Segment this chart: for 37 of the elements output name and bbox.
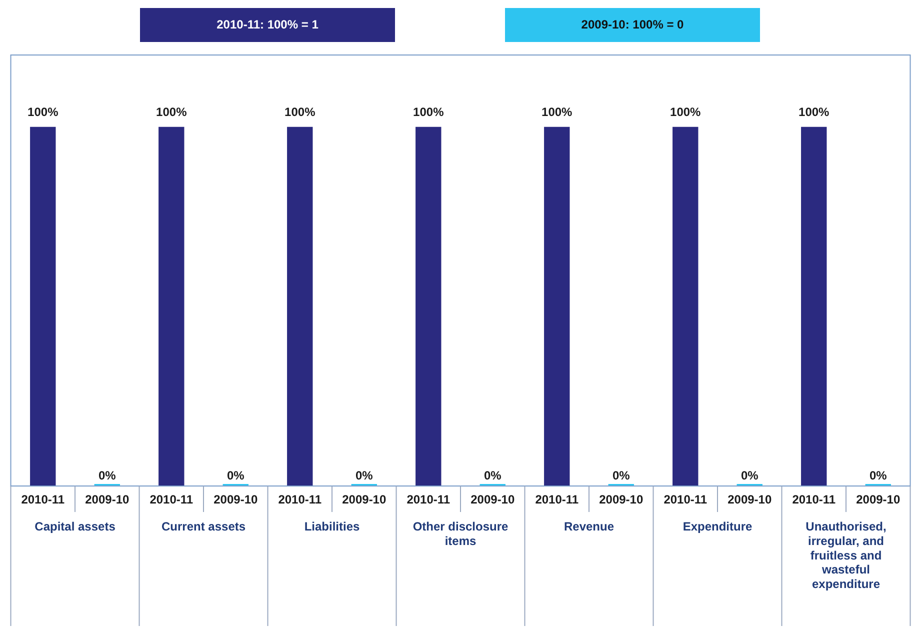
data-label: 0% (355, 468, 374, 482)
data-label: 100% (156, 105, 188, 120)
text: 2010-11 (278, 492, 322, 506)
data-label: 0% (484, 468, 502, 482)
data-label: 100% (413, 105, 444, 120)
text: 2009-10 (728, 492, 772, 506)
text: 2010-11 (664, 492, 708, 506)
data-label: 100% (798, 105, 830, 120)
x-tick-label: Unauthorised, irregular, and fruitless and wasteful expenditure (806, 520, 886, 592)
data-label: 0% (740, 468, 759, 482)
data-label: 100% (542, 105, 573, 120)
x-tick-label: Liabilities (304, 520, 360, 534)
data-label: 100% (670, 105, 702, 120)
text: 2009-10 (85, 492, 130, 506)
data-label: 100% (28, 105, 59, 120)
data-label: 0% (612, 468, 630, 482)
text: 2010-11 (150, 492, 194, 506)
text: 2010-11 (406, 492, 450, 506)
data-label: 0% (98, 468, 116, 482)
x-tick-label: Capital assets (34, 520, 116, 534)
x-tick-label: Expenditure (682, 520, 752, 534)
data-label: 100% (284, 105, 316, 120)
text: 2009-10 (214, 492, 258, 506)
text: 2010-11 (535, 492, 579, 506)
text: 2009-10 (599, 492, 644, 506)
text: 2010-11 (21, 492, 65, 506)
text: 2010-11 (792, 492, 836, 506)
text: 2009-10 (342, 492, 386, 506)
x-tick-label: Current assets (161, 520, 246, 534)
text: 2009-10 (856, 492, 900, 506)
data-label: 0% (226, 468, 245, 482)
text: 2010-11: 100% = 1 (216, 17, 319, 32)
text: 2009-10 (470, 492, 515, 506)
x-tick-label: Revenue (564, 520, 614, 534)
text: 2009-10: 100% = 0 (581, 17, 684, 32)
x-tick-label: Other disclosure items (412, 520, 509, 548)
data-label: 0% (869, 468, 888, 482)
